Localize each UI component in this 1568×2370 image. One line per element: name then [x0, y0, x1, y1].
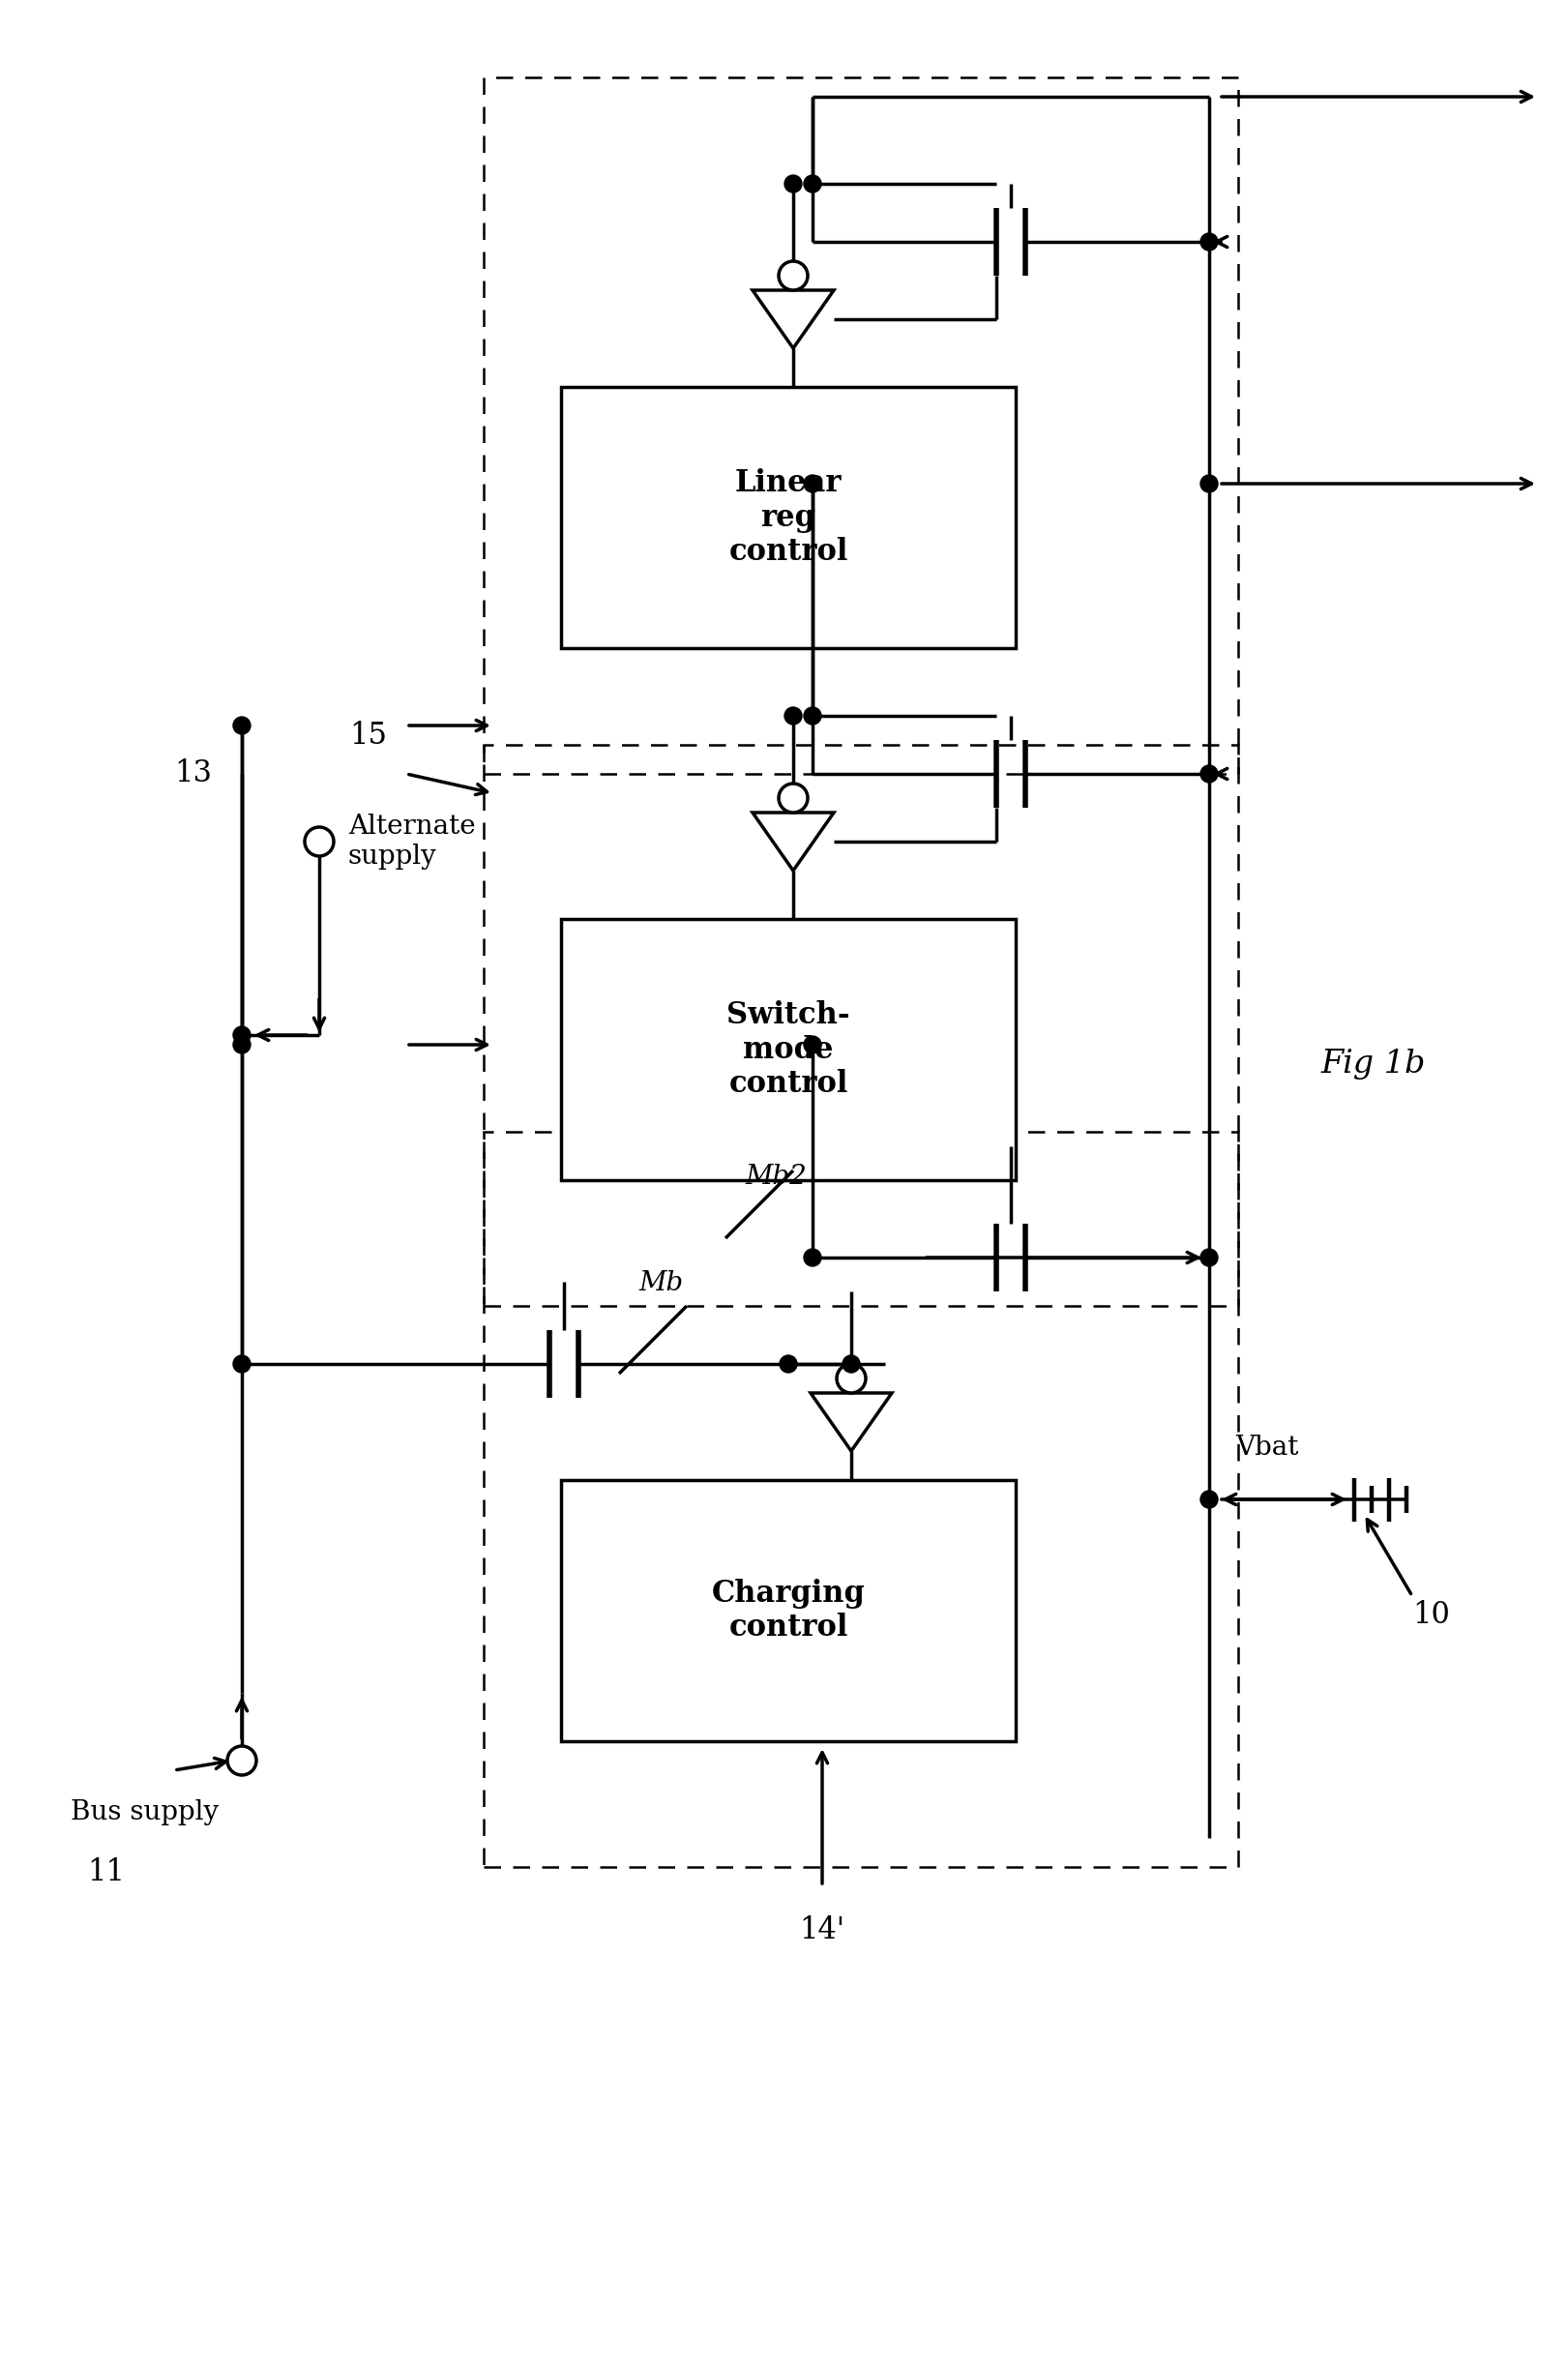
Circle shape	[842, 1356, 859, 1372]
Text: Alternate
supply: Alternate supply	[348, 813, 475, 870]
Circle shape	[784, 175, 801, 192]
Text: Bus supply: Bus supply	[71, 1799, 220, 1825]
Circle shape	[804, 706, 822, 725]
Text: 10: 10	[1413, 1600, 1450, 1631]
Circle shape	[779, 784, 808, 813]
Circle shape	[234, 716, 251, 735]
Circle shape	[234, 1036, 251, 1052]
Circle shape	[804, 175, 822, 192]
Circle shape	[1201, 1249, 1218, 1266]
Text: Fig 1b: Fig 1b	[1322, 1048, 1425, 1081]
Circle shape	[234, 1026, 251, 1043]
Text: Charging
control: Charging control	[712, 1578, 866, 1642]
Polygon shape	[753, 289, 834, 348]
Circle shape	[234, 1356, 251, 1372]
Bar	[561, 1479, 1016, 1742]
Text: 15: 15	[350, 720, 387, 751]
Polygon shape	[811, 1394, 892, 1450]
Text: 13: 13	[174, 758, 212, 789]
Bar	[561, 920, 1016, 1180]
Circle shape	[1201, 474, 1218, 493]
Circle shape	[804, 1249, 822, 1266]
Bar	[561, 386, 1016, 647]
Polygon shape	[753, 813, 834, 870]
Bar	[483, 78, 1239, 775]
Text: 14': 14'	[800, 1915, 845, 1946]
Text: Switch-
mode
control: Switch- mode control	[726, 1000, 850, 1100]
Circle shape	[1201, 232, 1218, 251]
Text: Linear
reg
control: Linear reg control	[729, 467, 848, 566]
Bar	[483, 744, 1239, 1306]
Circle shape	[837, 1365, 866, 1394]
Text: Mb: Mb	[638, 1270, 684, 1296]
Circle shape	[804, 474, 822, 493]
Text: 11: 11	[88, 1858, 125, 1887]
Circle shape	[804, 1036, 822, 1052]
Circle shape	[227, 1747, 256, 1775]
Circle shape	[784, 706, 801, 725]
Circle shape	[304, 827, 334, 856]
Circle shape	[1201, 766, 1218, 782]
Circle shape	[779, 261, 808, 289]
Text: Vbat: Vbat	[1236, 1434, 1298, 1460]
Circle shape	[779, 1356, 797, 1372]
Bar	[483, 1133, 1239, 1868]
Text: Mb2: Mb2	[745, 1164, 806, 1190]
Circle shape	[1201, 1491, 1218, 1507]
